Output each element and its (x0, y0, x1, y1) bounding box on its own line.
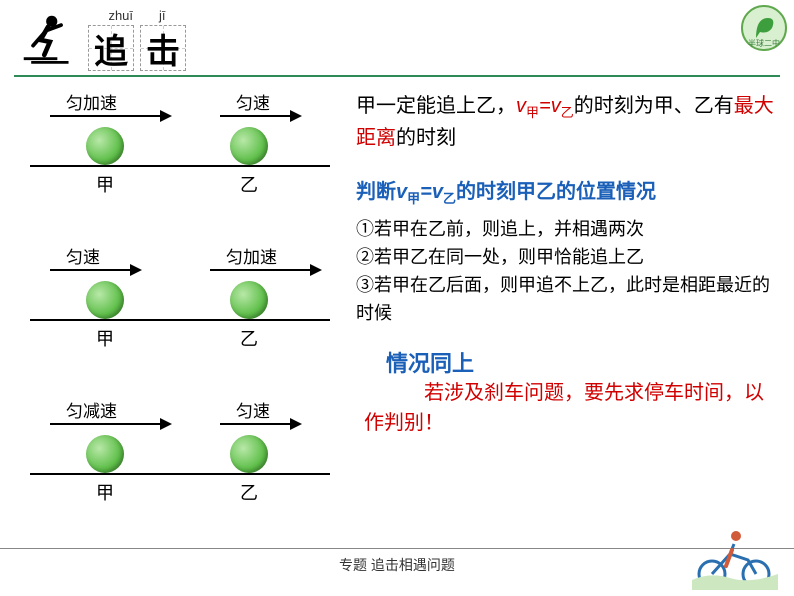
skier-icon (20, 12, 76, 68)
d2-ball-right (230, 281, 268, 319)
pinyin-2: jī (159, 8, 166, 23)
d2-name-right: 乙 (240, 325, 258, 351)
char-row: 追 击 (88, 25, 186, 71)
d3-ball-right (230, 435, 268, 473)
d2-name-left: 甲 (96, 325, 114, 351)
header-divider (14, 75, 780, 77)
section3: 情况同上 若涉及刹车问题，要先求停车时间，以作判别！ (356, 346, 776, 438)
section2-heading: 判断v甲=v乙的时刻甲乙的位置情况 (356, 177, 776, 209)
case-2: ②若甲乙在同一处，则甲恰能追上乙 (356, 244, 776, 272)
s3-indent (364, 382, 424, 404)
d3-ground (30, 473, 330, 475)
s1-s2: 乙 (561, 105, 574, 120)
d2-ball-left (86, 281, 124, 319)
cyclist-icon (690, 520, 780, 590)
title-block: zhuī jī 追 击 (88, 8, 186, 71)
s3-brake-text: 若涉及刹车问题，要先求停车时间，以作判别！ (364, 382, 764, 434)
svg-text:半球二中: 半球二中 (748, 38, 780, 48)
d1-name-right: 乙 (240, 171, 258, 197)
s2h-vr: v (432, 181, 443, 203)
footer: 专题 追击相遇问题 (0, 548, 794, 596)
s2h-a: 判断 (356, 181, 396, 203)
s1-c: 的时刻 (396, 127, 456, 149)
s3-brake: 若涉及刹车问题，要先求停车时间，以作判别！ (356, 378, 776, 438)
diagram-2: 匀速 匀加速 甲 乙 (30, 245, 350, 365)
d1-ground (30, 165, 330, 167)
d1-right-arrow (220, 115, 300, 117)
d2-ground (30, 319, 330, 321)
body: 匀加速 匀速 甲 乙 匀速 匀加速 甲 乙 匀减速 匀速 (0, 83, 794, 519)
char-box-1: 追 (88, 25, 134, 71)
case-3: ③若甲在乙后面，则甲追不上乙，此时是相距最近的时候 (356, 272, 776, 328)
s2h-b: 的时刻甲乙的位置情况 (456, 181, 656, 203)
s2h-s1: 甲 (407, 191, 420, 206)
footer-text: 专题 追击相遇问题 (339, 557, 455, 573)
diagram-1: 匀加速 匀速 甲 乙 (30, 91, 350, 211)
case-1: ①若甲在乙前，则追上，并相遇两次 (356, 216, 776, 244)
header: zhuī jī 追 击 半球二中 (0, 0, 794, 75)
s3-situation: 情况同上 (386, 346, 776, 378)
d1-ball-left (86, 127, 124, 165)
s1-b: 的时刻为甲、乙有 (574, 95, 734, 117)
diagram-3: 匀减速 匀速 甲 乙 (30, 399, 350, 519)
d3-name-right: 乙 (240, 479, 258, 505)
s1-vl: v (516, 95, 526, 117)
pinyin-row: zhuī jī (108, 8, 165, 23)
s2h-eq: = (420, 181, 432, 203)
d1-name-left: 甲 (96, 171, 114, 197)
char-box-2: 击 (140, 25, 186, 71)
text-column: 甲一定能追上乙，v甲=v乙的时刻为甲、乙有最大距离的时刻 判断v甲=v乙的时刻甲… (350, 91, 776, 519)
d1-right-label: 匀速 (236, 89, 270, 114)
d3-left-arrow (50, 423, 170, 425)
d2-left-label: 匀速 (66, 243, 100, 268)
d3-right-label: 匀速 (236, 397, 270, 422)
section2-cases: ①若甲在乙前，则追上，并相遇两次 ②若甲乙在同一处，则甲恰能追上乙 ③若甲在乙后… (356, 216, 776, 328)
d3-name-left: 甲 (96, 479, 114, 505)
section1-text: 甲一定能追上乙，v甲=v乙的时刻为甲、乙有最大距离的时刻 (356, 91, 776, 153)
d2-left-arrow (50, 269, 140, 271)
s1-eq: = (539, 95, 551, 117)
d1-left-arrow (50, 115, 170, 117)
d3-right-arrow (220, 423, 300, 425)
d3-ball-left (86, 435, 124, 473)
diagrams-column: 匀加速 匀速 甲 乙 匀速 匀加速 甲 乙 匀减速 匀速 (30, 91, 350, 519)
pinyin-1: zhuī (108, 8, 133, 23)
s1-vr: v (551, 95, 561, 117)
d2-right-label: 匀加速 (226, 243, 277, 268)
s1-a: 甲一定能追上乙， (356, 95, 516, 117)
s1-s1: 甲 (526, 105, 539, 120)
d1-ball-right (230, 127, 268, 165)
d2-right-arrow (210, 269, 320, 271)
s2h-s2: 乙 (443, 191, 456, 206)
d1-left-label: 匀加速 (66, 89, 117, 114)
d3-left-label: 匀减速 (66, 397, 117, 422)
logo-icon: 半球二中 (740, 4, 788, 52)
s2h-vl: v (396, 181, 407, 203)
